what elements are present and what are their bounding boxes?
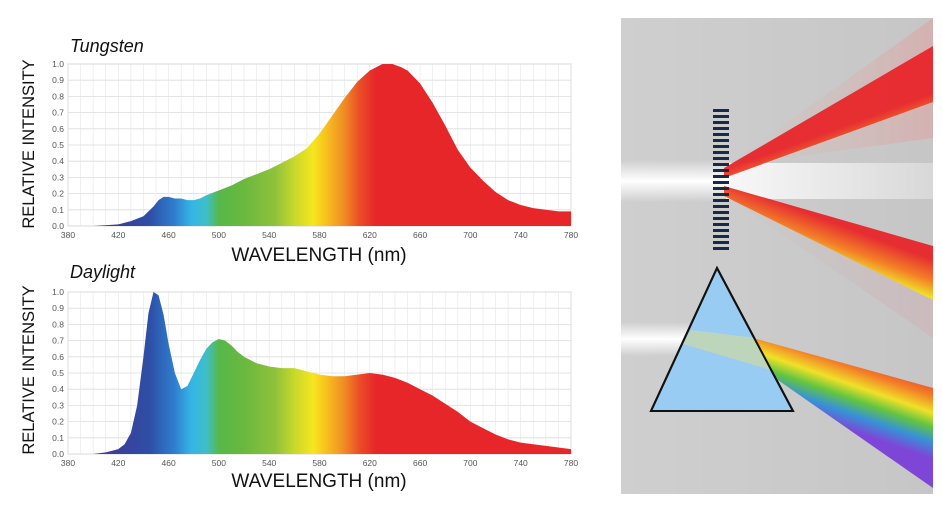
y-tick-label: 0.4: [52, 156, 64, 166]
y-tick-label: 0.4: [52, 384, 64, 394]
y-tick-label: 0.3: [52, 172, 64, 182]
x-tick-label: 580: [312, 458, 326, 468]
y-tick-label: 0.1: [52, 433, 64, 443]
grating-slit: [713, 199, 729, 202]
grating-slit: [713, 157, 729, 160]
x-tick-label: 380: [61, 458, 75, 468]
prism-internal-beam: [683, 330, 771, 370]
grating-slit: [713, 133, 729, 136]
x-tick-label: 380: [61, 230, 75, 240]
x-tick-label: 420: [111, 230, 125, 240]
grating-slit: [713, 241, 729, 244]
y-tick-label: 0.0: [52, 449, 64, 459]
lower-rainbow-beam: [724, 186, 933, 300]
y-tick-label: 0.9: [52, 303, 64, 313]
x-tick-label: 420: [111, 458, 125, 468]
daylight-x-axis-label: WAVELENGTH (nm): [231, 471, 406, 492]
x-tick-label: 500: [212, 230, 226, 240]
x-tick-label: 780: [564, 230, 578, 240]
grating-slit: [713, 145, 729, 148]
y-tick-label: 0.9: [52, 75, 64, 85]
diffraction-grating: [713, 109, 729, 250]
tungsten-y-axis-label: RELATIVE INTENSITY: [20, 59, 38, 228]
grating-slit: [713, 229, 729, 232]
x-tick-label: 660: [413, 230, 427, 240]
y-tick-label: 0.6: [52, 124, 64, 134]
x-tick-label: 580: [312, 230, 326, 240]
y-tick-label: 0.5: [52, 140, 64, 150]
upper-rainbow-beam: [724, 46, 933, 178]
y-tick-label: 0.7: [52, 108, 64, 118]
dispersion-illustration: [621, 18, 933, 494]
x-tick-label: 700: [463, 230, 477, 240]
x-tick-label: 540: [262, 230, 276, 240]
grating-slit: [713, 175, 729, 178]
grating-slit: [713, 235, 729, 238]
grating-slit: [713, 109, 729, 112]
y-tick-label: 0.7: [52, 336, 64, 346]
y-tick-label: 0.3: [52, 400, 64, 410]
y-tick-label: 0.8: [52, 91, 64, 101]
tungsten-x-axis-label: WAVELENGTH (nm): [231, 245, 406, 266]
grating-slit: [713, 217, 729, 220]
tungsten-plot-area: 0.0 0.1 0.2 0.3 0.4 0.5 0.6 0.7 0.8 0.9 1.0 380 420 4…: [52, 59, 578, 240]
y-tick-label: 0.6: [52, 352, 64, 362]
prism-outline: [649, 265, 795, 412]
daylight-chart-title: Daylight: [70, 262, 136, 282]
upper-diffraction-fan: [726, 18, 933, 166]
x-tick-label: 500: [212, 458, 226, 468]
lower-diffraction-fan: [726, 196, 933, 338]
grating-slit: [713, 151, 729, 154]
grating-slit: [713, 181, 729, 184]
y-tick-label: 0.8: [52, 319, 64, 329]
x-tick-label: 700: [463, 458, 477, 468]
x-tick-label: 620: [363, 230, 377, 240]
grating-slit: [713, 187, 729, 190]
grating-slit: [713, 121, 729, 124]
x-tick-label: 620: [363, 458, 377, 468]
zero-order-beam: [726, 163, 933, 199]
y-tick-label: 0.2: [52, 189, 64, 199]
grating-slit: [713, 247, 729, 250]
x-tick-label: 540: [262, 458, 276, 468]
y-tick-label: 0.1: [52, 205, 64, 215]
grating-slit: [713, 169, 729, 172]
spectrum-area: [68, 292, 571, 454]
grating-slit: [713, 163, 729, 166]
y-tick-label: 0.2: [52, 417, 64, 427]
daylight-chart: 0.0 0.1 0.2 0.3 0.4 0.5 0.6 0.7 0.8 0.9 1.0 380 420 4…: [20, 262, 578, 492]
grating-slit: [713, 127, 729, 130]
y-tick-label: 1.0: [52, 287, 64, 297]
x-tick-label: 660: [413, 458, 427, 468]
y-tick-label: 1.0: [52, 59, 64, 69]
x-tick-label: 460: [162, 230, 176, 240]
spectrum-area: [68, 64, 571, 226]
daylight-y-axis-label: RELATIVE INTENSITY: [20, 285, 38, 454]
grating-slit: [713, 211, 729, 214]
grating-slit: [713, 193, 729, 196]
tungsten-chart-title: Tungsten: [70, 36, 144, 56]
x-tick-label: 740: [514, 458, 528, 468]
grating-slit: [713, 205, 729, 208]
y-tick-label: 0.5: [52, 368, 64, 378]
x-tick-label: 460: [162, 458, 176, 468]
daylight-plot-area: 0.0 0.1 0.2 0.3 0.4 0.5 0.6 0.7 0.8 0.9 1.0 380 420 4…: [52, 287, 578, 468]
grating-slit: [713, 223, 729, 226]
x-tick-label: 780: [564, 458, 578, 468]
tungsten-chart: 0.0 0.1 0.2 0.3 0.4 0.5 0.6 0.7 0.8 0.9 1.0 380 420 4…: [20, 36, 578, 266]
x-tick-label: 740: [514, 230, 528, 240]
grating-slit: [713, 115, 729, 118]
incoming-light-beam-top: [621, 160, 731, 202]
y-tick-label: 0.0: [52, 221, 64, 231]
grating-slit: [713, 139, 729, 142]
prism-rainbow-beam: [753, 338, 933, 488]
